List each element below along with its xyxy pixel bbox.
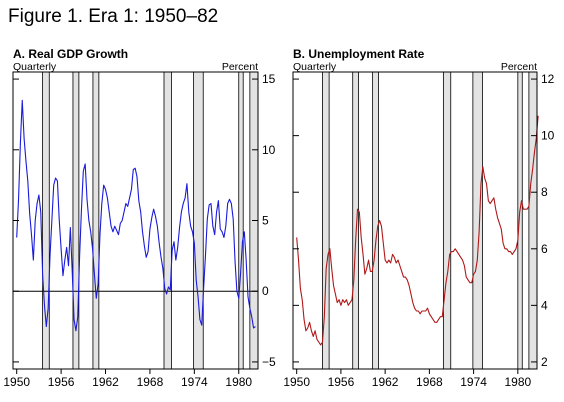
figure-title: Figure 1. Era 1: 1950–82 [8, 6, 219, 27]
panel-b-series-group [296, 115, 539, 346]
panel-a-series-group [16, 99, 256, 332]
panel-b-recession-band-5 [472, 71, 483, 370]
panel-b-x-tick-label-1974: 1974 [460, 375, 487, 389]
panel-a-y-tick-label-0: 0 [262, 284, 269, 298]
panel-a-x-tick-label-1980: 1980 [225, 375, 252, 389]
panel-b-y-tick-label-12: 12 [541, 72, 555, 86]
panel-b-y-tick-label-4: 4 [541, 298, 548, 312]
panel-b-y-tick-label-2: 2 [541, 355, 548, 369]
panel-b-unit-label: Percent [501, 61, 537, 73]
panel-a-x-tick-label-1974: 1974 [181, 375, 208, 389]
panel-b-recession-band-3 [372, 71, 379, 370]
panel-b-x-axis: 1950 1956 1962 1968 1974 1980 [283, 369, 532, 389]
panel-a-y-tick-label--5: −5 [262, 355, 276, 369]
panel-b-x-tick-label-1962: 1962 [372, 375, 399, 389]
panel-a-y-tick-label-15: 15 [262, 72, 276, 86]
panel-a-y-axis: −5 0 5 10 15 [13, 72, 276, 369]
panel-a-y-tick-label-5: 5 [262, 214, 269, 228]
panel-a-x-tick-label-1962: 1962 [92, 375, 119, 389]
panel-b-unemployment-line [296, 115, 539, 346]
panel-a-unit-label: Percent [222, 61, 258, 73]
panel-b-x-tick-label-1968: 1968 [416, 375, 443, 389]
panel-b-y-axis: 2 4 6 8 10 12 [293, 72, 555, 369]
panel-a-x-tick-label-1950: 1950 [3, 375, 30, 389]
panel-b-x-tick-label-1980: 1980 [504, 375, 531, 389]
panel-a-y-tick-label-10: 10 [262, 143, 276, 157]
panel-a-x-tick-label-1968: 1968 [137, 375, 164, 389]
panel-b-y-tick-label-8: 8 [541, 185, 548, 199]
panel-b-y-tick-label-6: 6 [541, 242, 548, 256]
panel-b-x-tick-label-1950: 1950 [283, 375, 310, 389]
panel-b-x-tick-label-1956: 1956 [328, 375, 355, 389]
panel-b-plot-frame [292, 71, 538, 370]
panel-a-title: A. Real GDP Growth [13, 47, 128, 61]
panel-b-recession-band-7 [528, 71, 538, 370]
panel-a-x-axis: 1950 1956 1962 1968 1974 1980 [3, 369, 252, 389]
panel-b-frequency-label: Quarterly [293, 61, 337, 73]
panel-b-y-tick-label-10: 10 [541, 129, 555, 143]
panel-b-recessions [322, 71, 538, 370]
panel-b-recession-band-4 [442, 71, 452, 370]
panel-b-recession-band-6 [517, 71, 523, 370]
panel-a-x-tick-label-1956: 1956 [48, 375, 75, 389]
panel-b-recession-band-2 [352, 71, 360, 370]
panel-b-title: B. Unemployment Rate [293, 47, 425, 61]
panel-a-gdp-growth-line [16, 99, 256, 332]
panel-a-frequency-label: Quarterly [13, 61, 57, 73]
